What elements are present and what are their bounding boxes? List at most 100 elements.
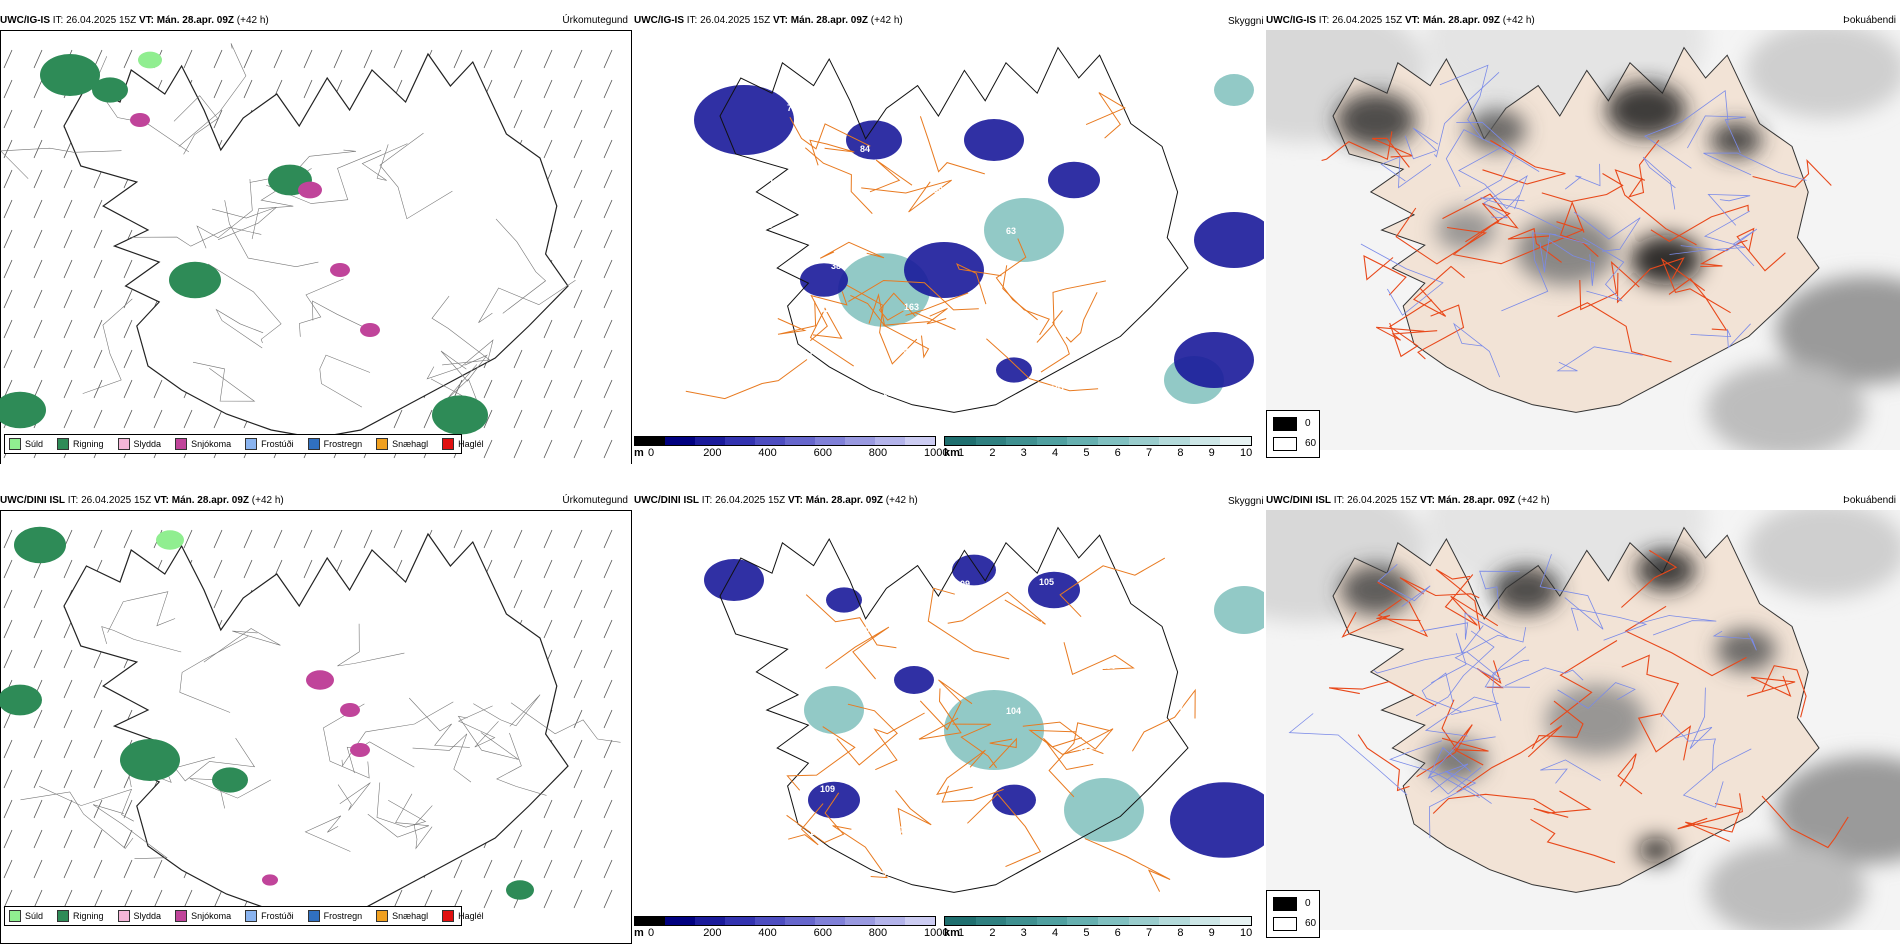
cloud-base-label: 83 [933, 665, 943, 675]
cloud-area-blue [826, 587, 862, 613]
wind-barb [3, 319, 13, 339]
legend-item: Snjókoma [175, 438, 231, 450]
road [1442, 193, 1519, 255]
colorbar-tick: 0 [648, 927, 655, 939]
model-name: UWC/IG-IS [1266, 15, 1316, 26]
road [1674, 687, 1713, 749]
road [1388, 299, 1433, 358]
wind-barb [483, 409, 493, 429]
wind-barb [33, 739, 43, 759]
legend-swatch [376, 438, 389, 450]
road [881, 321, 930, 359]
wind-barb [183, 409, 193, 429]
fog-land-area [1636, 549, 1696, 591]
fog-land-area [1710, 121, 1762, 159]
precip-panel-bottom: UWC/DINI ISL IT: 26.04.2025 15Z VT: Mán.… [0, 494, 632, 944]
road [192, 361, 256, 402]
wind-barb [423, 409, 433, 429]
cloud-base-label: 143 [871, 101, 886, 111]
wind-barb [603, 349, 613, 369]
wind-barb [33, 319, 43, 339]
road [1048, 722, 1110, 798]
cloud-area-blue [996, 357, 1032, 383]
cloud-base-label: 93 [725, 349, 735, 359]
wind-barb [63, 829, 73, 849]
wind-barb [63, 169, 73, 189]
cloud-area-teal [944, 690, 1044, 770]
fog-panel-top: UWC/IG-IS IT: 26.04.2025 15Z VT: Mán. 28… [1266, 14, 1900, 464]
legend-item: Slydda [117, 910, 161, 922]
wind-barb [483, 379, 493, 399]
fog-sea-area [1746, 510, 1900, 598]
colorbar-step [635, 437, 665, 445]
wind-barb [3, 589, 13, 609]
road [203, 628, 281, 663]
wind-barb [213, 409, 223, 429]
wind-barb [543, 589, 553, 609]
cloud-base-label: 148 [1028, 140, 1043, 150]
wind-barb [573, 409, 583, 429]
wind-barb [93, 649, 103, 669]
precip-blob [262, 874, 278, 886]
wind-barb [513, 589, 523, 609]
precip-blob [330, 263, 350, 277]
road [1321, 131, 1393, 162]
legend-item: Snjókoma [175, 910, 231, 922]
wind-barb [543, 619, 553, 639]
road [1573, 211, 1641, 252]
wind-barb [603, 409, 613, 429]
legend-swatch [307, 910, 320, 922]
legend-item: Slydda [117, 438, 161, 450]
cloud-base-label: 135 [1152, 308, 1167, 318]
road [1341, 611, 1421, 638]
cloud-base-label: 69 [933, 185, 943, 195]
road [337, 782, 371, 811]
colorbar-m-bar [634, 916, 936, 926]
panel-title: Þokuábendi [1843, 495, 1896, 506]
colorbar-vis: km 1 2 3 4 5 6 7 8 9 10 [944, 436, 1264, 464]
wind-barb [603, 859, 613, 879]
road [1642, 156, 1676, 210]
legend-item: Frostregn [307, 438, 362, 450]
road [178, 43, 247, 147]
road [1063, 642, 1135, 675]
precip-areas [0, 526, 534, 900]
wind-barb [3, 859, 13, 879]
fog-legend-bottom: 0 60 [1266, 890, 1320, 938]
cloud-area-blue [992, 784, 1036, 816]
iceland-outline [63, 52, 569, 439]
wind-barb [123, 889, 133, 909]
precip-blob [130, 113, 150, 127]
wind-barb [603, 829, 613, 849]
fog-legend-low-swatch [1273, 897, 1297, 911]
colorbar-tick: 0 [648, 447, 655, 459]
cloud-base-label: 21 [798, 390, 808, 400]
legend-swatch [245, 438, 258, 450]
colorbar-step [815, 917, 845, 925]
colorbar-tick: 8 [1177, 447, 1184, 459]
wind-barb [573, 589, 583, 609]
road [947, 591, 1046, 625]
wind-barb [603, 559, 613, 579]
wind-barb [573, 49, 583, 69]
colorbar-tick: 600 [813, 447, 832, 459]
wind-barb [573, 229, 583, 249]
road [1669, 210, 1750, 255]
road [1371, 137, 1413, 168]
cloud-base-label: 72 [787, 103, 797, 113]
legend-swatch [442, 910, 455, 922]
colorbar-tick: 5 [1083, 927, 1090, 939]
wind-barb [33, 889, 43, 909]
road [1644, 89, 1729, 169]
colorbar-tick: 1 [958, 927, 965, 939]
cloud-base-label: 163 [904, 302, 919, 312]
legend-label: Frostúði [261, 911, 294, 921]
wind-barb [453, 529, 463, 549]
valid-time: VT: Mán. 28.apr. 09Z [138, 15, 235, 26]
road [1416, 724, 1484, 778]
cloud-area-blue [800, 263, 848, 297]
road [39, 786, 134, 822]
cloud-base-label: 117 [769, 177, 784, 187]
legend-label: Súld [25, 911, 44, 921]
wind-barb [573, 799, 583, 819]
